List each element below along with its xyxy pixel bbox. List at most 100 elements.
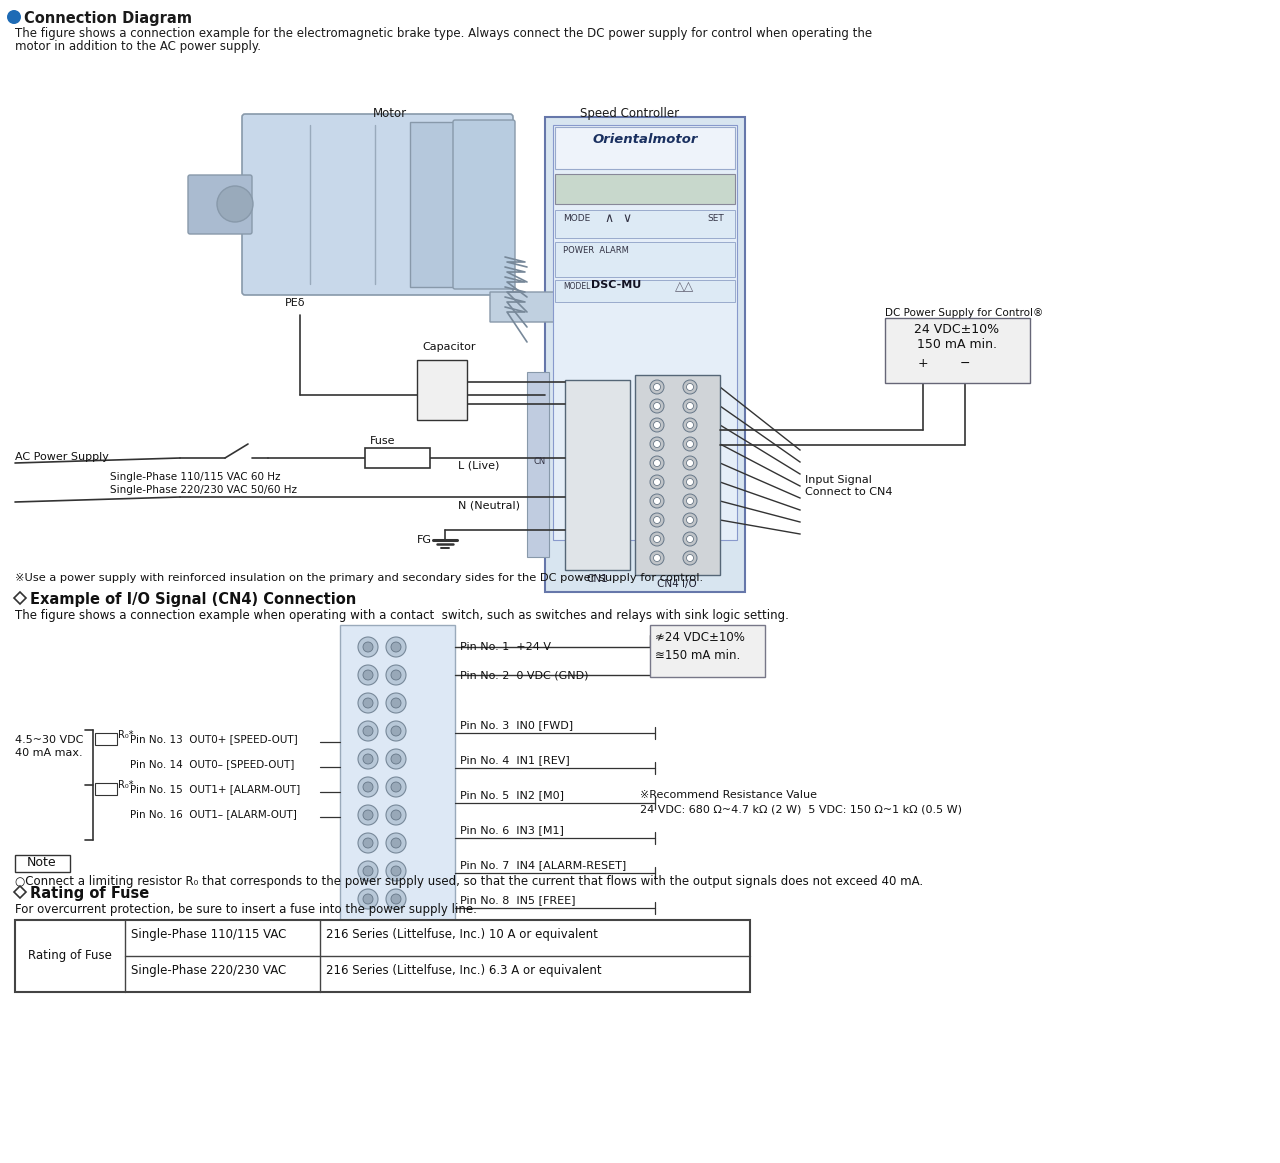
Circle shape	[387, 889, 406, 909]
Bar	[527, 372, 549, 557]
Circle shape	[358, 805, 378, 825]
Circle shape	[364, 726, 372, 736]
Bar	[556, 211, 735, 238]
Text: R₀*: R₀*	[118, 730, 133, 740]
Bar	[340, 625, 454, 935]
Circle shape	[594, 531, 600, 538]
Text: PEδ: PEδ	[285, 298, 306, 308]
Circle shape	[650, 494, 664, 508]
Bar	[556, 127, 735, 169]
Text: POWER  ALARM: POWER ALARM	[563, 247, 628, 255]
Text: For overcurrent protection, be sure to insert a fuse into the power supply line.: For overcurrent protection, be sure to i…	[15, 902, 477, 916]
Circle shape	[387, 721, 406, 741]
Text: The figure shows a connection example for the electromagnetic brake type. Always: The figure shows a connection example fo…	[15, 27, 872, 40]
Text: AC Power Supply: AC Power Supply	[15, 452, 109, 462]
Circle shape	[650, 380, 664, 394]
Circle shape	[686, 535, 694, 542]
Circle shape	[218, 186, 253, 222]
Circle shape	[684, 494, 698, 508]
Circle shape	[387, 861, 406, 882]
Bar	[417, 361, 467, 420]
Circle shape	[364, 782, 372, 792]
Circle shape	[650, 475, 664, 488]
Circle shape	[650, 456, 664, 470]
Circle shape	[684, 418, 698, 431]
Circle shape	[686, 478, 694, 485]
Text: Single-Phase 220/230 VAC 50/60 Hz: Single-Phase 220/230 VAC 50/60 Hz	[110, 485, 297, 495]
Circle shape	[650, 418, 664, 431]
Text: Note: Note	[27, 856, 56, 869]
Circle shape	[387, 777, 406, 797]
Text: 24 VDC±10%: 24 VDC±10%	[914, 323, 1000, 336]
Text: Orientalmotor: Orientalmotor	[593, 133, 698, 147]
Bar	[635, 374, 719, 575]
Circle shape	[358, 777, 378, 797]
Circle shape	[594, 512, 600, 519]
Text: N (Neutral): N (Neutral)	[458, 500, 520, 511]
Circle shape	[594, 492, 600, 499]
Circle shape	[390, 809, 401, 820]
Circle shape	[686, 459, 694, 466]
Text: Pin No. 3  IN0 [FWD]: Pin No. 3 IN0 [FWD]	[460, 720, 573, 730]
Bar	[365, 448, 430, 468]
Circle shape	[650, 437, 664, 451]
Circle shape	[654, 441, 660, 448]
Circle shape	[684, 399, 698, 413]
Polygon shape	[14, 886, 26, 898]
Text: Pin No. 7  IN4 [ALARM-RESET]: Pin No. 7 IN4 [ALARM-RESET]	[460, 859, 626, 870]
Text: −: −	[960, 357, 970, 370]
Text: CN: CN	[532, 457, 545, 466]
Circle shape	[364, 642, 372, 652]
Circle shape	[684, 513, 698, 527]
Circle shape	[364, 670, 372, 680]
Text: Pin No. 2  0 VDC (GND): Pin No. 2 0 VDC (GND)	[460, 670, 589, 680]
Bar	[650, 625, 765, 677]
Circle shape	[650, 513, 664, 527]
Circle shape	[654, 516, 660, 523]
Text: ≊150 mA min.: ≊150 mA min.	[655, 649, 740, 662]
Text: CN1: CN1	[586, 575, 608, 584]
Bar	[15, 855, 70, 872]
Text: Pin No. 16  OUT1– [ALARM-OUT]: Pin No. 16 OUT1– [ALARM-OUT]	[131, 809, 297, 819]
Bar	[556, 174, 735, 204]
Circle shape	[390, 782, 401, 792]
Text: L (Live): L (Live)	[458, 461, 499, 471]
Circle shape	[590, 488, 604, 502]
Text: Capacitor: Capacitor	[422, 342, 475, 352]
Text: DSC-MU: DSC-MU	[591, 280, 641, 290]
Text: DC Power Supply for Control®: DC Power Supply for Control®	[884, 308, 1043, 317]
Text: motor in addition to the AC power supply.: motor in addition to the AC power supply…	[15, 40, 261, 53]
Circle shape	[364, 754, 372, 764]
Text: Pin No. 4  IN1 [REV]: Pin No. 4 IN1 [REV]	[460, 755, 570, 765]
Circle shape	[590, 448, 604, 462]
Circle shape	[654, 478, 660, 485]
Circle shape	[650, 531, 664, 545]
Circle shape	[654, 384, 660, 391]
Text: 40 mA max.: 40 mA max.	[15, 748, 83, 758]
Text: ※Recommend Resistance Value: ※Recommend Resistance Value	[640, 790, 817, 800]
Text: 150 mA min.: 150 mA min.	[916, 338, 997, 351]
Circle shape	[654, 421, 660, 428]
Text: Fuse: Fuse	[370, 436, 396, 445]
Circle shape	[686, 498, 694, 505]
Circle shape	[590, 468, 604, 481]
Text: 24 VDC: 680 Ω~4.7 kΩ (2 W)  5 VDC: 150 Ω~1 kΩ (0.5 W): 24 VDC: 680 Ω~4.7 kΩ (2 W) 5 VDC: 150 Ω~…	[640, 804, 963, 814]
Circle shape	[364, 894, 372, 904]
Text: ∧: ∧	[604, 212, 613, 224]
Text: ※Use a power supply with reinforced insulation on the primary and secondary side: ※Use a power supply with reinforced insu…	[15, 573, 703, 583]
Circle shape	[390, 866, 401, 876]
Circle shape	[390, 839, 401, 848]
Text: 216 Series (Littelfuse, Inc.) 6.3 A or equivalent: 216 Series (Littelfuse, Inc.) 6.3 A or e…	[326, 964, 602, 977]
Circle shape	[387, 833, 406, 852]
Bar	[564, 380, 630, 570]
Circle shape	[390, 642, 401, 652]
Circle shape	[594, 431, 600, 438]
Circle shape	[594, 451, 600, 458]
Text: Pin No. 15  OUT1+ [ALARM-OUT]: Pin No. 15 OUT1+ [ALARM-OUT]	[131, 784, 301, 794]
Text: ≉24 VDC±10%: ≉24 VDC±10%	[655, 632, 745, 644]
Circle shape	[654, 459, 660, 466]
Circle shape	[686, 441, 694, 448]
Circle shape	[390, 698, 401, 708]
Circle shape	[358, 637, 378, 657]
Text: CN4 I/O: CN4 I/O	[657, 579, 696, 588]
